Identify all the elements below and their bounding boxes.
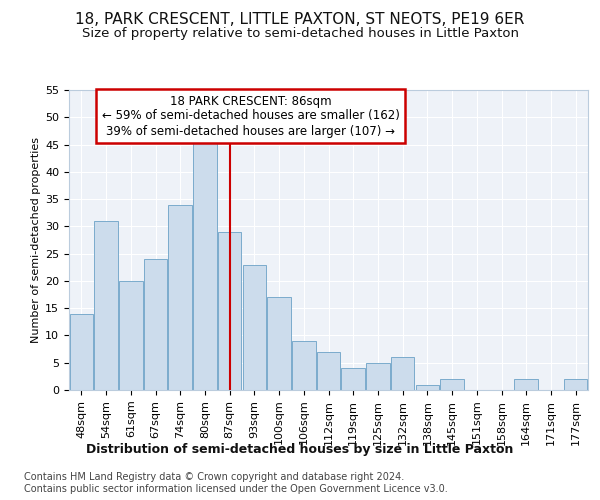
Bar — [169, 204, 192, 390]
Y-axis label: Number of semi-detached properties: Number of semi-detached properties — [31, 137, 41, 343]
Bar — [391, 358, 415, 390]
Text: 18 PARK CRESCENT: 86sqm
← 59% of semi-detached houses are smaller (162)
39% of s: 18 PARK CRESCENT: 86sqm ← 59% of semi-de… — [102, 94, 400, 138]
Bar — [94, 221, 118, 390]
Bar — [514, 379, 538, 390]
Bar — [119, 281, 143, 390]
Bar — [70, 314, 93, 390]
Text: 18, PARK CRESCENT, LITTLE PAXTON, ST NEOTS, PE19 6ER: 18, PARK CRESCENT, LITTLE PAXTON, ST NEO… — [76, 12, 524, 28]
Bar — [416, 384, 439, 390]
Text: Contains HM Land Registry data © Crown copyright and database right 2024.: Contains HM Land Registry data © Crown c… — [24, 472, 404, 482]
Bar — [218, 232, 241, 390]
Text: Contains public sector information licensed under the Open Government Licence v3: Contains public sector information licen… — [24, 484, 448, 494]
Bar — [144, 259, 167, 390]
Bar — [564, 379, 587, 390]
Bar — [268, 298, 291, 390]
Bar — [366, 362, 389, 390]
Bar — [242, 264, 266, 390]
Bar — [292, 341, 316, 390]
Text: Distribution of semi-detached houses by size in Little Paxton: Distribution of semi-detached houses by … — [86, 442, 514, 456]
Bar — [193, 139, 217, 390]
Text: Size of property relative to semi-detached houses in Little Paxton: Size of property relative to semi-detach… — [82, 28, 518, 40]
Bar — [317, 352, 340, 390]
Bar — [440, 379, 464, 390]
Bar — [341, 368, 365, 390]
